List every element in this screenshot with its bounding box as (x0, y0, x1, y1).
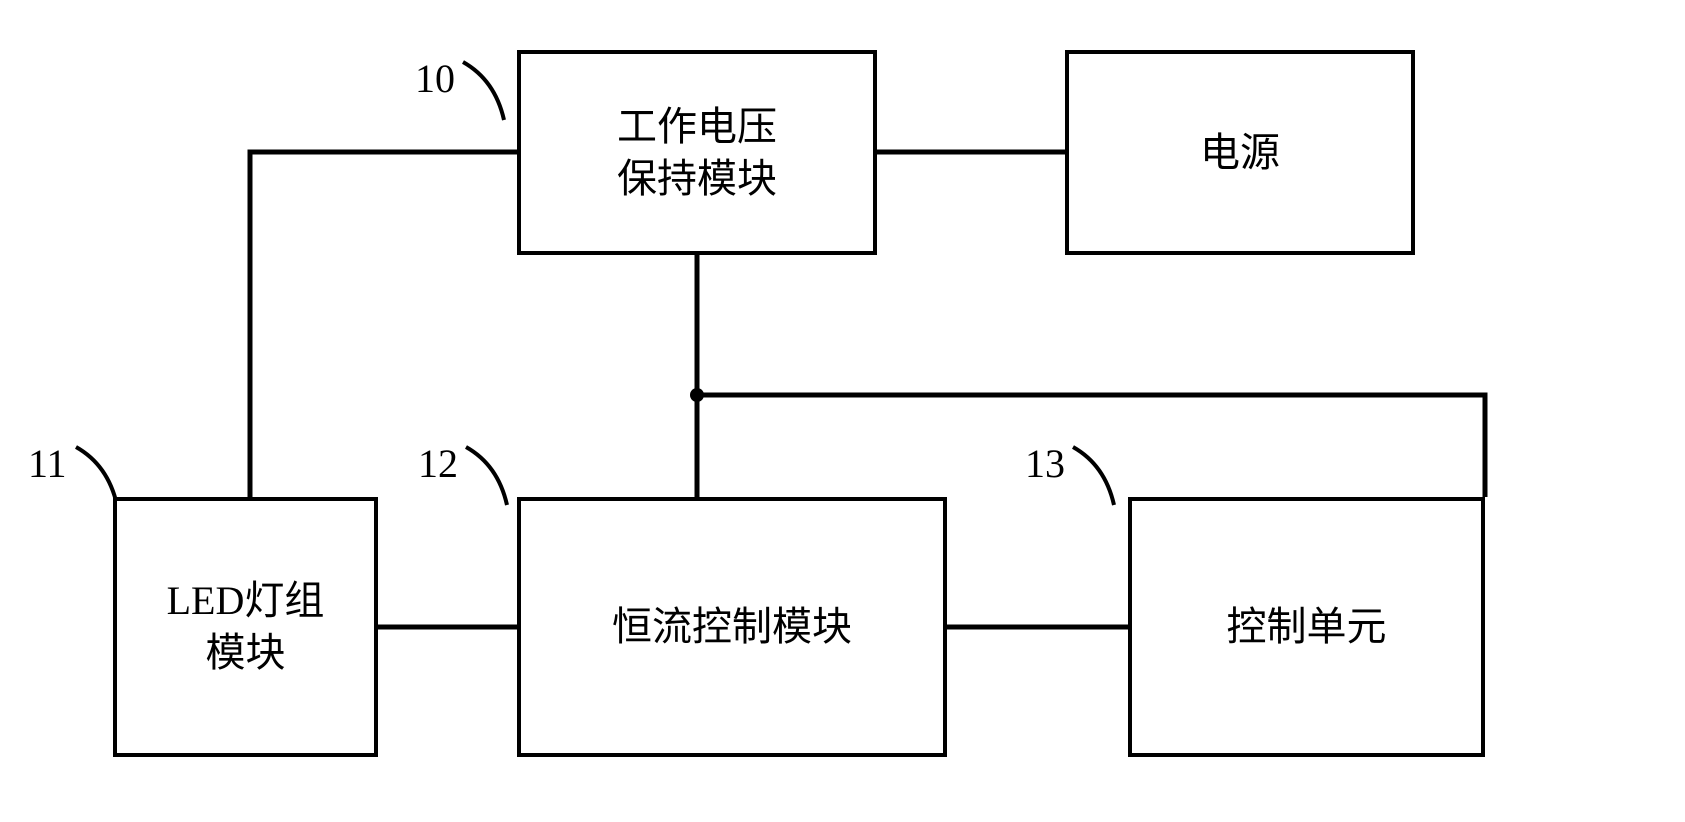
node-control-unit: 控制单元 (1128, 497, 1485, 757)
callout-arc-12 (466, 447, 507, 505)
block-diagram: 工作电压保持模块 电源 LED灯组模块 恒流控制模块 控制单元 10 11 12… (0, 0, 1685, 822)
junction-dot (690, 388, 704, 402)
node-power-supply: 电源 (1065, 50, 1415, 255)
ref-label-13: 13 (1025, 440, 1065, 487)
node-label: 恒流控制模块 (612, 601, 852, 653)
node-constant-current-module: 恒流控制模块 (517, 497, 947, 757)
node-label: 工作电压保持模块 (617, 101, 777, 205)
callout-arc-10 (463, 62, 504, 120)
callout-arc-13 (1073, 447, 1114, 505)
node-voltage-hold-module: 工作电压保持模块 (517, 50, 877, 255)
callout-arc-11 (76, 447, 117, 505)
node-label: 控制单元 (1227, 601, 1387, 653)
ref-label-11: 11 (28, 440, 67, 487)
node-label: LED灯组模块 (167, 575, 325, 679)
edge-n10-n13 (697, 395, 1485, 497)
ref-label-10: 10 (415, 55, 455, 102)
ref-label-12: 12 (418, 440, 458, 487)
edge-n10-n11 (250, 152, 517, 497)
node-label: 电源 (1200, 127, 1280, 179)
node-led-group-module: LED灯组模块 (113, 497, 378, 757)
